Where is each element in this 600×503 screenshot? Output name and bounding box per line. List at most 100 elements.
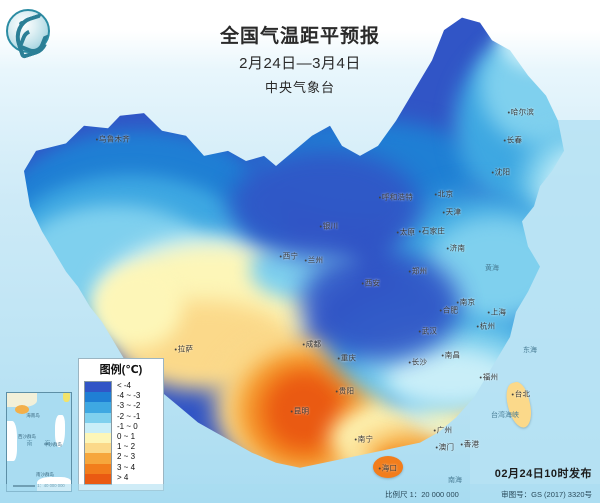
legend-label-4: -1 ~ 0 (117, 421, 138, 431)
legend-label-9: > 4 (117, 472, 129, 482)
issuing-agency: 中央气象台 (264, 80, 335, 95)
sea-label-2: 台湾海峡 (491, 412, 519, 419)
city-label-22: 福州 (479, 372, 499, 383)
city-marker-dot (95, 138, 98, 141)
city-label-26: 昆明 (290, 406, 310, 417)
city-label-33: 拉萨 (174, 344, 194, 355)
city-label-9: 济南 (446, 243, 466, 254)
city-name: 杭州 (479, 321, 496, 331)
city-marker-dot (456, 301, 459, 304)
legend-label-0: < -4 (117, 381, 132, 390)
city-label-18: 杭州 (476, 321, 496, 332)
city-marker-dot (503, 139, 506, 142)
city-marker-dot (479, 376, 482, 379)
city-name: 广州 (436, 425, 453, 435)
inset-hainan-island (15, 405, 29, 414)
city-label-5: 北京 (434, 189, 454, 200)
city-marker-dot (460, 443, 463, 446)
city-label-14: 沈阳 (491, 167, 511, 178)
city-name: 拉萨 (177, 344, 194, 354)
legend-swatch-7 (85, 453, 111, 464)
city-name: 南京 (459, 297, 476, 307)
city-name: 成都 (305, 339, 322, 349)
inset-indochina (7, 421, 17, 461)
city-label-29: 澳门 (435, 442, 455, 453)
city-marker-dot (335, 390, 338, 393)
sea-label-3: 南海 (448, 477, 462, 484)
city-name: 乌鲁木齐 (98, 134, 131, 144)
city-name: 昆明 (293, 406, 310, 416)
city-marker-dot (418, 230, 421, 233)
city-label-25: 贵阳 (335, 386, 355, 397)
legend-label-5: 0 ~ 1 (117, 431, 136, 441)
city-name: 郑州 (411, 266, 428, 276)
city-marker-dot (408, 361, 411, 364)
legend-label-7: 2 ~ 3 (117, 452, 136, 462)
city-label-28: 广州 (433, 425, 453, 436)
city-name: 石家庄 (421, 226, 446, 236)
hainan-island (373, 456, 403, 478)
city-name: 长春 (506, 135, 523, 145)
city-name: 天津 (445, 207, 462, 217)
city-marker-dot (354, 438, 357, 441)
city-label-10: 郑州 (408, 266, 428, 277)
city-name: 香港 (463, 439, 480, 449)
page-title: 全国气温距平预报 (219, 26, 380, 47)
city-name: 哈尔滨 (510, 107, 535, 117)
city-label-24: 重庆 (337, 353, 357, 364)
band-gt4-sw-core (268, 375, 340, 447)
inset-philippines (55, 415, 65, 447)
city-name: 合肥 (442, 305, 459, 315)
legend-label-1: -4 ~ -3 (117, 391, 141, 401)
city-name: 银川 (322, 221, 339, 231)
inset-label-0: 海南岛 (26, 413, 40, 418)
map-scale: 比例尺 1：20 000 000 (385, 490, 459, 499)
city-label-1: 银川 (319, 221, 339, 232)
city-marker-dot (319, 225, 322, 228)
city-label-20: 南昌 (441, 350, 461, 361)
city-name: 兰州 (307, 255, 324, 265)
city-marker-dot (507, 111, 510, 114)
city-label-3: 兰州 (304, 255, 324, 266)
legend-swatch-0 (85, 382, 111, 393)
city-marker-dot (408, 270, 411, 273)
city-marker-dot (487, 311, 490, 314)
city-name: 澳门 (438, 442, 455, 452)
city-marker-dot (396, 231, 399, 234)
city-marker-dot (434, 193, 437, 196)
approval-number: 审图号：GS (2017) 3320号 (501, 490, 592, 499)
city-name: 重庆 (340, 353, 357, 363)
city-label-19: 武汉 (418, 326, 438, 337)
city-name: 福州 (482, 372, 499, 382)
city-marker-dot (279, 255, 282, 258)
city-marker-dot (441, 354, 444, 357)
legend-swatch-5 (85, 432, 111, 444)
city-name: 呼和浩特 (381, 192, 414, 202)
inset-taiwan (63, 393, 70, 402)
city-name: 沈阳 (494, 167, 511, 177)
city-marker-dot (302, 343, 305, 346)
city-name: 武汉 (421, 326, 438, 336)
legend-label-3: -2 ~ -1 (117, 411, 141, 421)
city-label-16: 南京 (456, 297, 476, 308)
city-label-17: 上海 (487, 307, 507, 318)
city-label-15: 合肥 (439, 305, 459, 316)
city-marker-dot (337, 357, 340, 360)
legend-swatches (84, 381, 112, 485)
inset-label-3: 南沙群岛 (36, 472, 54, 477)
legend-swatch-8 (85, 463, 111, 474)
city-marker-dot (476, 325, 479, 328)
city-name: 上海 (490, 307, 507, 317)
city-label-23: 成都 (302, 339, 322, 350)
city-marker-dot (304, 259, 307, 262)
city-name: 西宁 (282, 251, 299, 261)
city-name: 北京 (437, 189, 454, 199)
city-label-13: 长春 (503, 135, 523, 146)
city-marker-dot (418, 330, 421, 333)
forecast-period: 2月24日—3月4日 (239, 55, 361, 72)
city-marker-dot (439, 309, 442, 312)
sea-label-1: 东海 (523, 347, 537, 354)
